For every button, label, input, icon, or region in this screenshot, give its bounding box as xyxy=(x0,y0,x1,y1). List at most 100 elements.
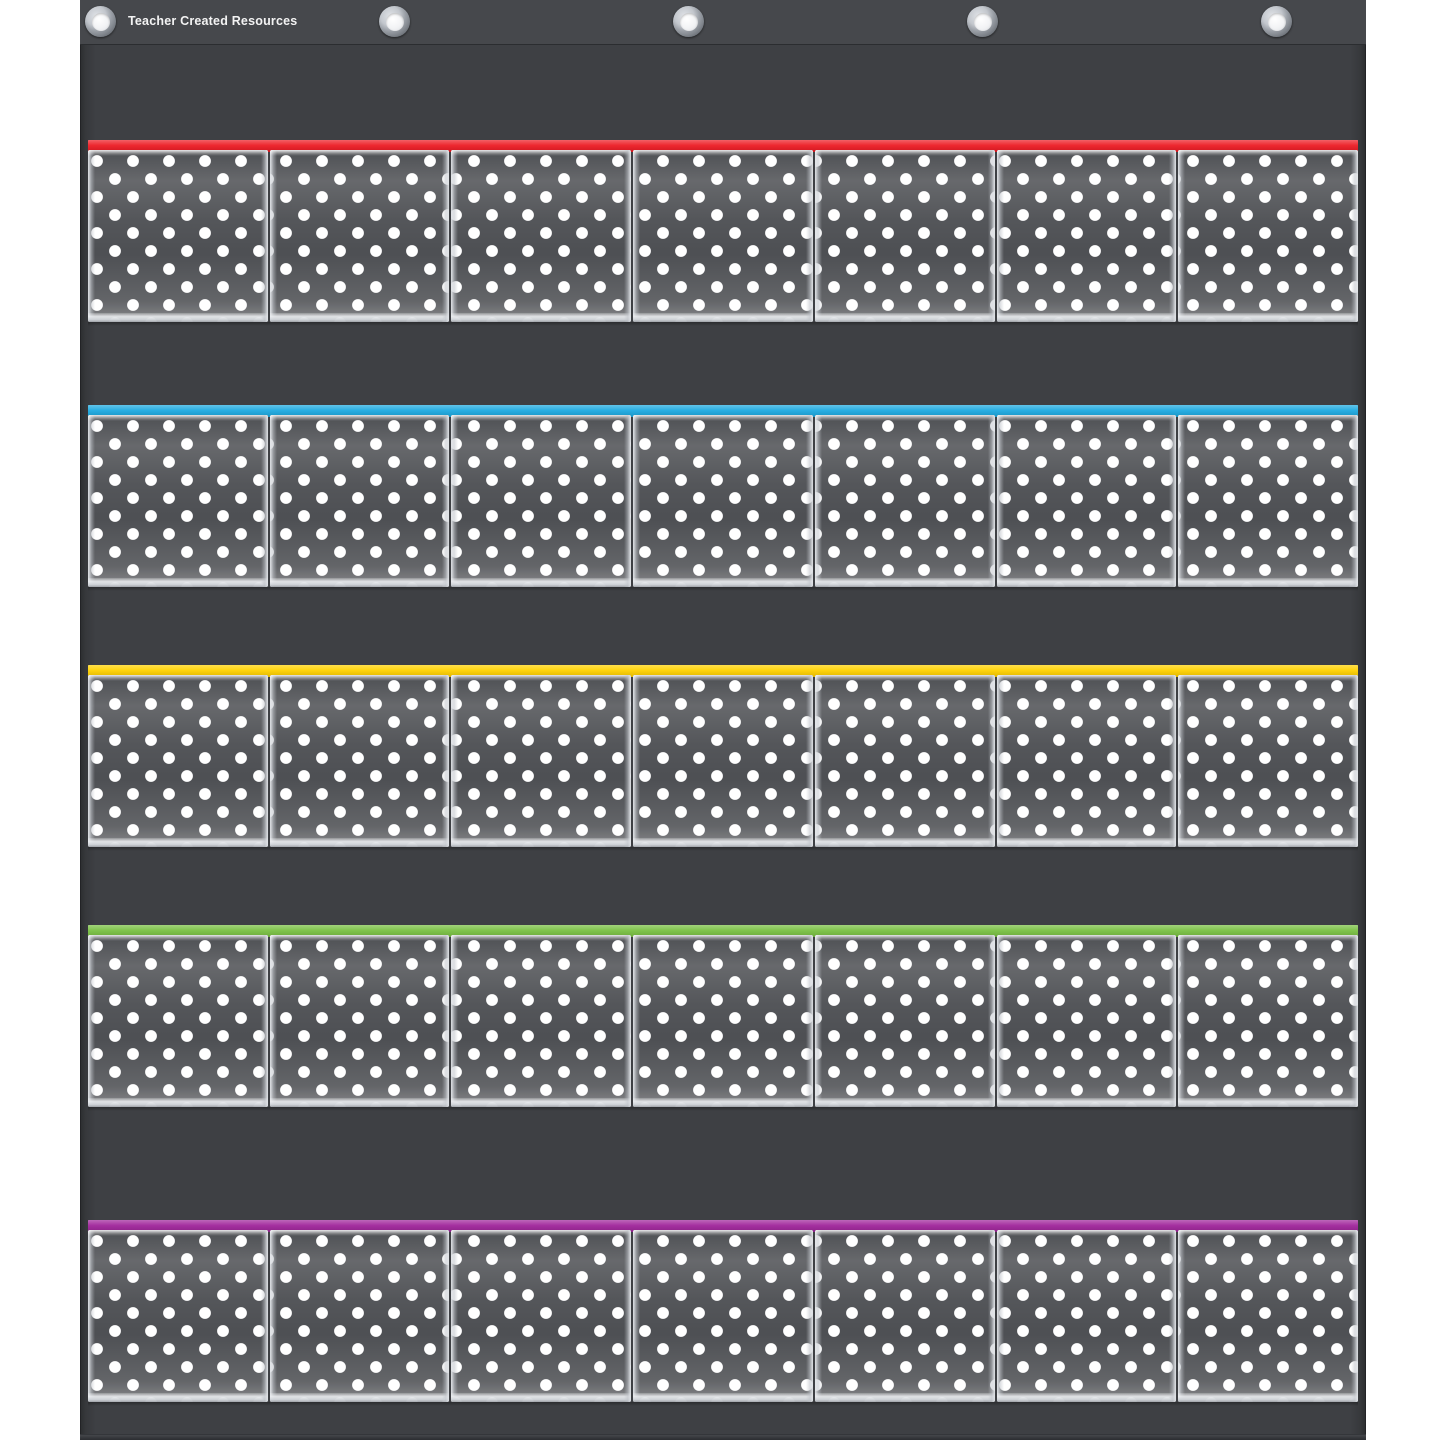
row-drop-shadow xyxy=(88,322,1358,326)
chart-bottom-hem xyxy=(80,1434,1366,1440)
row-drop-shadow xyxy=(88,847,1358,851)
pocket-r1-c1[interactable] xyxy=(88,150,268,322)
pocket-bottom-hem xyxy=(814,1098,995,1107)
pocket-bottom-hem xyxy=(451,313,632,322)
pocket-top-shine xyxy=(451,935,632,941)
pocket-top-shine xyxy=(1178,935,1359,941)
pocket-top-shine xyxy=(451,415,632,421)
pocket-top-shine xyxy=(633,935,813,941)
pocket-top-shine xyxy=(814,150,995,156)
pocket-bottom-hem xyxy=(269,1098,450,1107)
pocket-r1-c3[interactable] xyxy=(451,150,632,322)
pocket-r5-c3[interactable] xyxy=(451,1230,632,1402)
pocket-r4-c1[interactable] xyxy=(88,935,268,1107)
pocket-bottom-hem xyxy=(633,1393,813,1402)
pocket-r4-c4[interactable] xyxy=(633,935,813,1107)
pocket-r5-c1[interactable] xyxy=(88,1230,268,1402)
pocket-bottom-hem xyxy=(1178,838,1359,847)
pocket-bottom-hem xyxy=(269,313,450,322)
pocket-bottom-hem xyxy=(269,578,450,587)
pocket-top-shine xyxy=(996,935,1177,941)
pocket-r3-c2[interactable] xyxy=(269,675,450,847)
pocket-bottom-hem xyxy=(633,578,813,587)
pocket-r3-c4[interactable] xyxy=(633,675,813,847)
pocket-r2-c5[interactable] xyxy=(814,415,995,587)
pocket-bottom-hem xyxy=(1178,1098,1359,1107)
color-strip-blue xyxy=(88,405,1358,417)
pocket-r1-c6[interactable] xyxy=(996,150,1177,322)
pocket-top-shine xyxy=(1178,150,1359,156)
pocket-top-shine xyxy=(996,675,1177,681)
pocket-r2-c6[interactable] xyxy=(996,415,1177,587)
pocket-bottom-hem xyxy=(1178,1393,1359,1402)
pocket-r5-c4[interactable] xyxy=(633,1230,813,1402)
pocket-row-3 xyxy=(80,665,1366,851)
pocket-top-shine xyxy=(269,150,450,156)
pocket-r3-c6[interactable] xyxy=(996,675,1177,847)
color-strip-purple xyxy=(88,1220,1358,1232)
pocket-bottom-hem xyxy=(451,838,632,847)
pocket-r4-c5[interactable] xyxy=(814,935,995,1107)
pocket-row-2 xyxy=(80,405,1366,591)
pocket-group-5 xyxy=(88,1230,1359,1402)
pocket-r2-c4[interactable] xyxy=(633,415,813,587)
brand-label: Teacher Created Resources xyxy=(128,14,298,28)
pocket-r4-c7[interactable] xyxy=(1178,935,1359,1107)
pocket-top-shine xyxy=(814,935,995,941)
pocket-bottom-hem xyxy=(88,578,268,587)
pocket-r2-c3[interactable] xyxy=(451,415,632,587)
pocket-bottom-hem xyxy=(88,1393,268,1402)
pocket-bottom-hem xyxy=(88,1098,268,1107)
pocket-r3-c1[interactable] xyxy=(88,675,268,847)
color-strip-yellow xyxy=(88,665,1358,677)
grommet-hole-5 xyxy=(1261,6,1292,37)
pocket-r4-c3[interactable] xyxy=(451,935,632,1107)
pocket-bottom-hem xyxy=(88,838,268,847)
color-strip-red xyxy=(88,140,1358,152)
pocket-bottom-hem xyxy=(1178,578,1359,587)
pocket-top-shine xyxy=(88,415,268,421)
pocket-r1-c5[interactable] xyxy=(814,150,995,322)
pocket-r3-c3[interactable] xyxy=(451,675,632,847)
pocket-r5-c5[interactable] xyxy=(814,1230,995,1402)
pocket-r3-c5[interactable] xyxy=(814,675,995,847)
pocket-r4-c6[interactable] xyxy=(996,935,1177,1107)
pocket-r1-c2[interactable] xyxy=(269,150,450,322)
pocket-r5-c7[interactable] xyxy=(1178,1230,1359,1402)
pocket-group-4 xyxy=(88,935,1359,1107)
pocket-bottom-hem xyxy=(269,1393,450,1402)
grommet-hole-1 xyxy=(85,6,116,37)
chart-header-bar: Teacher Created Resources xyxy=(80,0,1366,45)
pocket-top-shine xyxy=(996,150,1177,156)
pocket-top-shine xyxy=(1178,1230,1359,1236)
pocket-r2-c2[interactable] xyxy=(269,415,450,587)
pocket-group-3 xyxy=(88,675,1359,847)
pocket-r4-c2[interactable] xyxy=(269,935,450,1107)
pocket-top-shine xyxy=(269,1230,450,1236)
pocket-top-shine xyxy=(1178,415,1359,421)
pocket-row-1 xyxy=(80,140,1366,326)
grommet-hole-3 xyxy=(673,6,704,37)
pocket-r5-c6[interactable] xyxy=(996,1230,1177,1402)
pocket-bottom-hem xyxy=(814,578,995,587)
pocket-group-1 xyxy=(88,150,1359,322)
pocket-top-shine xyxy=(88,1230,268,1236)
pocket-bottom-hem xyxy=(88,313,268,322)
pocket-bottom-hem xyxy=(451,578,632,587)
pocket-r1-c4[interactable] xyxy=(633,150,813,322)
pocket-top-shine xyxy=(269,935,450,941)
pocket-bottom-hem xyxy=(996,313,1177,322)
pocket-r1-c7[interactable] xyxy=(1178,150,1359,322)
pocket-top-shine xyxy=(633,1230,813,1236)
pocket-r5-c2[interactable] xyxy=(269,1230,450,1402)
pocket-bottom-hem xyxy=(814,1393,995,1402)
pocket-r2-c1[interactable] xyxy=(88,415,268,587)
pocket-r2-c7[interactable] xyxy=(1178,415,1359,587)
pocket-top-shine xyxy=(633,675,813,681)
pocket-top-shine xyxy=(451,1230,632,1236)
pocket-r3-c7[interactable] xyxy=(1178,675,1359,847)
pocket-top-shine xyxy=(269,675,450,681)
row-drop-shadow xyxy=(88,1402,1358,1406)
pocket-bottom-hem xyxy=(451,1393,632,1402)
